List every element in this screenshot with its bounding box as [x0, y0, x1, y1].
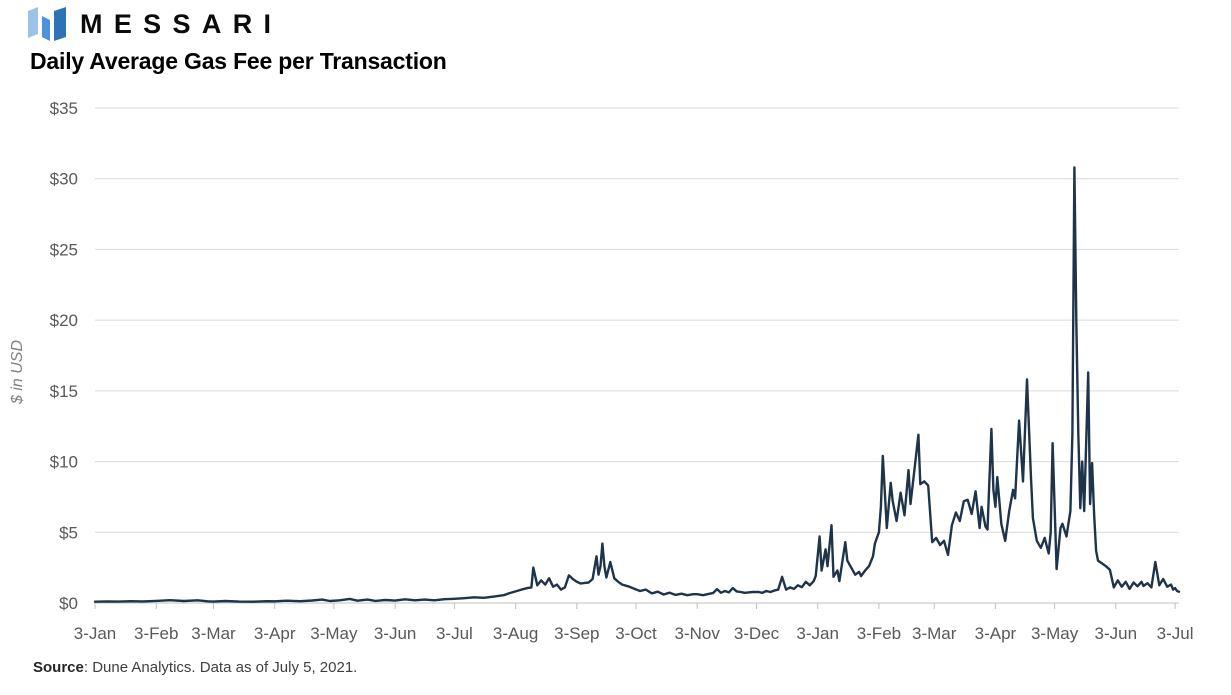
logo-bar-dark: [54, 7, 66, 41]
logo-bar-light: [28, 7, 38, 38]
messari-logo-icon: [28, 7, 66, 41]
x-tick-label: 3-Dec: [734, 624, 780, 643]
x-tick-label: 3-Nov: [675, 624, 721, 643]
x-tick-label: 3-Jun: [374, 624, 417, 643]
x-tick-label: 3-May: [310, 624, 358, 643]
chart-title: Daily Average Gas Fee per Transaction: [30, 48, 447, 74]
x-tick-label: 3-Feb: [134, 624, 178, 643]
source-note: Source: Dune Analytics. Data as of July …: [33, 659, 357, 676]
y-tick-label: $15: [50, 382, 78, 401]
messari-logo: MESSARI: [28, 6, 282, 42]
x-tick-label: 3-Jul: [436, 624, 473, 643]
x-tick-label: 3-Sep: [554, 624, 599, 643]
x-tick-label: 3-Oct: [615, 624, 657, 643]
x-tick-label: 3-Jan: [74, 624, 117, 643]
x-tick-label: 3-Apr: [975, 624, 1017, 643]
y-tick-label: $0: [59, 594, 78, 613]
logo-bar-medium: [42, 16, 50, 41]
x-tick-label: 3-Feb: [857, 624, 901, 643]
x-tick-label: 3-May: [1031, 624, 1079, 643]
x-tick-label: 3-Jan: [796, 624, 839, 643]
gas-fee-series: [93, 166, 1181, 603]
y-tick-label: $5: [59, 523, 78, 542]
y-tick-label: $30: [50, 170, 78, 189]
x-tick-label: 3-Mar: [912, 624, 957, 643]
source-label: Source: [33, 659, 84, 676]
source-text: : Dune Analytics. Data as of July 5, 202…: [83, 659, 358, 676]
y-tick-label: $20: [50, 311, 78, 330]
y-tick-label: $25: [50, 240, 78, 259]
x-tick-label: 3-Aug: [493, 624, 538, 643]
y-tick-label: $10: [50, 453, 78, 472]
messari-wordmark: MESSARI: [80, 9, 283, 39]
y-axis-label: $ in USD: [9, 340, 26, 405]
x-tick-label: 3-Mar: [191, 624, 236, 643]
x-tick-label: 3-Jun: [1095, 624, 1138, 643]
x-tick-label: 3-Jul: [1157, 624, 1194, 643]
gas-fee-line-chart: $0 $5 $10 $15 $20 $25 $30 $35 3-Jan 3-Feb 3-Mar 3-A…: [9, 99, 1194, 643]
x-tick-label: 3-Apr: [254, 624, 296, 643]
y-tick-label: $35: [50, 99, 78, 118]
